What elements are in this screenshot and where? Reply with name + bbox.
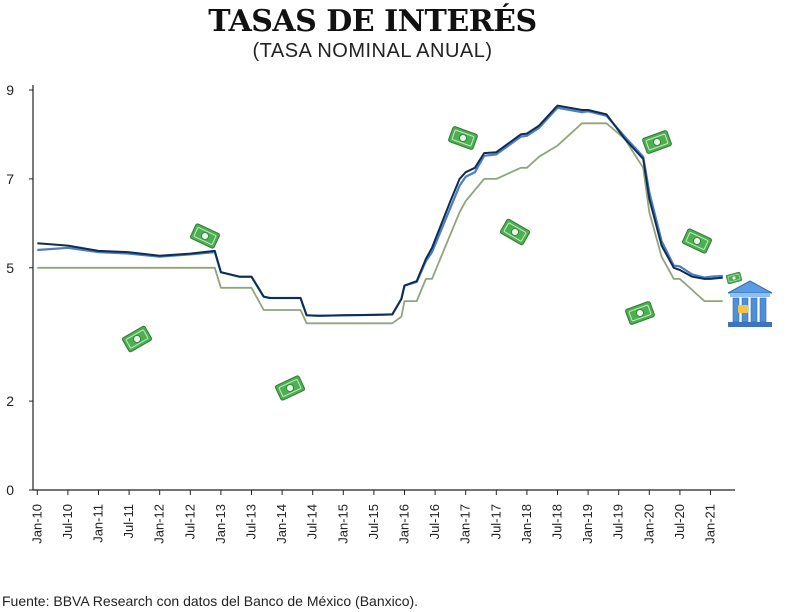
x-tick-label: Jul-17 — [488, 504, 503, 539]
money-bill-icon — [189, 222, 221, 250]
x-tick-label: Jul-20 — [672, 504, 687, 539]
money-bill-icon — [447, 125, 479, 151]
y-tick-label: 2 — [6, 393, 14, 409]
x-tick-label: Jan-19 — [580, 504, 595, 544]
y-tick-label: 0 — [6, 482, 14, 498]
x-tick-label: Jan-10 — [29, 504, 44, 544]
x-tick-label: Jul-13 — [243, 504, 258, 539]
chart-title: TASAS DE INTERÉS — [208, 4, 537, 39]
money-bill-icon — [641, 129, 673, 155]
x-tick-label: Jul-11 — [121, 504, 136, 538]
x-tick-label: Jan-20 — [641, 504, 656, 544]
x-tick-label: Jul-19 — [611, 504, 626, 539]
x-tick-label: Jan-12 — [152, 504, 167, 544]
bank-building-icon — [725, 271, 773, 327]
series-line-1 — [37, 106, 723, 317]
x-tick-label: Jan-16 — [397, 504, 412, 544]
x-tick-label: Jan-18 — [519, 504, 534, 544]
chart-subtitle: (TASA NOMINAL ANUAL) — [252, 40, 493, 62]
x-tick-label: Jan-11 — [90, 504, 105, 543]
y-tick-label: 9 — [6, 82, 14, 98]
x-tick-label: Jul-12 — [182, 504, 197, 539]
y-tick-label: 5 — [6, 260, 14, 276]
y-tick-label: 7 — [6, 171, 14, 187]
money-bill-icon — [274, 374, 306, 402]
x-tick-label: Jan-21 — [703, 504, 718, 544]
x-tick-label: Jul-10 — [60, 504, 75, 539]
x-tick-label: Jul-15 — [366, 504, 381, 539]
money-bill-icon — [681, 227, 713, 255]
series-line-3 — [37, 122, 723, 325]
source-note: Fuente: BBVA Research con datos del Banc… — [2, 593, 419, 609]
money-bill-icon — [499, 218, 531, 246]
x-tick-label: Jan-13 — [213, 504, 228, 544]
x-tick-label: Jul-18 — [550, 504, 565, 539]
money-bill-icon — [121, 325, 153, 353]
x-tick-label: Jul-16 — [427, 504, 442, 539]
x-tick-label: Jan-14 — [274, 504, 289, 544]
money-bill-icon — [725, 271, 743, 285]
x-tick-label: Jan-17 — [458, 504, 473, 544]
x-tick-label: Jul-14 — [305, 504, 320, 539]
series-line-2 — [37, 104, 723, 317]
x-tick-label: Jan-15 — [335, 504, 350, 544]
money-bill-icon — [624, 300, 656, 326]
